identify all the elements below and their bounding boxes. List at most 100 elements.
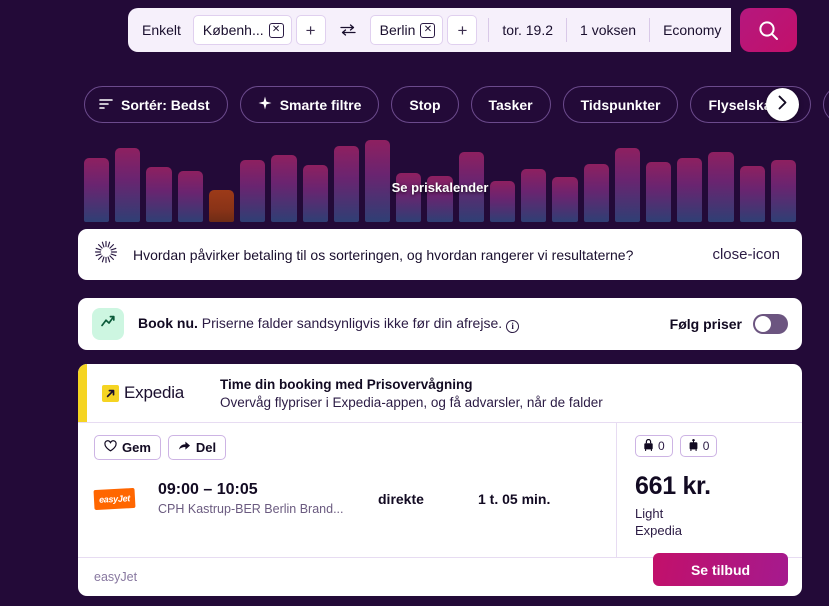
destination-label: Berlin	[379, 22, 416, 38]
calendar-bar[interactable]	[614, 148, 640, 222]
search-bar: Enkelt Københ... ✕ + Berlin ✕ + tor. 19.…	[128, 8, 798, 52]
booking-provider: Expedia	[635, 523, 682, 538]
filter-chip-label: Tasker	[488, 96, 533, 113]
filter-chip-label: Sortér: Bedst	[121, 96, 210, 113]
calendar-bar[interactable]	[302, 165, 328, 222]
calendar-bar[interactable]	[396, 173, 422, 222]
trip-type-selector[interactable]: Enkelt	[142, 22, 181, 38]
divider	[566, 18, 568, 42]
filter-chip-times[interactable]: Tidspunkter	[562, 86, 679, 123]
filter-chip-stops[interactable]: Stop	[391, 86, 459, 123]
expedia-arrow-icon	[102, 384, 119, 402]
follow-prices-toggle[interactable]	[753, 314, 788, 334]
clear-destination-icon[interactable]: ✕	[420, 22, 436, 38]
cabin-bag-icon	[688, 438, 699, 454]
close-icon[interactable]: close-icon	[712, 246, 780, 263]
calendar-bar[interactable]	[240, 160, 266, 222]
easyjet-wordmark: easyJet	[98, 492, 131, 505]
trend-up-icon	[100, 314, 117, 334]
price-advice-text: Book nu. Priserne falder sandsynligvis i…	[138, 315, 670, 333]
calendar-bar[interactable]	[364, 140, 391, 222]
baggage-allowance: 0 0	[635, 435, 786, 457]
sort-lines-icon	[99, 97, 113, 113]
flight-segment-row: easyJet 09:00 – 10:05 CPH Kastrup-BER Be…	[93, 481, 600, 516]
card-actions: Gem Del	[94, 435, 600, 460]
sponsored-ad-header[interactable]: Expedia Time din booking med Prisovervåg…	[78, 364, 802, 422]
save-button[interactable]: Gem	[94, 435, 161, 460]
destination-chip[interactable]: Berlin ✕	[369, 15, 444, 45]
filter-chip-label: Smarte filtre	[279, 96, 362, 113]
calendar-bar[interactable]	[552, 177, 578, 222]
footer-airline-name: easyJet	[94, 569, 138, 584]
flight-price-panel: 0 0 661 kr.	[616, 423, 802, 557]
cabin-class-field[interactable]: Economy	[663, 22, 722, 38]
search-icon	[758, 20, 779, 41]
calendar-bar[interactable]	[427, 176, 453, 222]
search-button[interactable]	[740, 8, 798, 52]
calendar-bar[interactable]	[677, 158, 703, 222]
swap-horizontal-icon[interactable]	[333, 15, 363, 45]
ad-accent-stripe	[78, 364, 87, 422]
follow-prices-label: Følg priser	[669, 316, 742, 332]
flight-duration: 1 t. 05 min.	[478, 490, 551, 507]
filter-chip-row[interactable]: Sortér: Bedst Smarte filtre Stop Tasker …	[84, 86, 829, 123]
filter-chip-airports[interactable]: Lufthavne	[823, 86, 829, 123]
personal-item-count: 0	[658, 439, 665, 453]
share-label: Del	[195, 440, 217, 455]
filter-chip-label: Tidspunkter	[580, 96, 661, 113]
ranking-disclosure-banner: Hvordan påvirker betaling til os sorteri…	[78, 229, 802, 280]
chevron-right-icon	[777, 95, 788, 115]
ad-title: Time din booking med Prisovervågning	[220, 376, 473, 392]
flight-itinerary: Gem Del easyJet	[78, 423, 616, 557]
flight-route: CPH Kastrup-BER Berlin Brand...	[158, 502, 344, 516]
flight-price: 661 kr.	[635, 472, 711, 500]
calendar-bar[interactable]	[521, 169, 547, 222]
flight-times: 09:00 – 10:05	[158, 481, 258, 498]
add-destination-button[interactable]: +	[447, 15, 478, 45]
passengers-field[interactable]: 1 voksen	[580, 22, 637, 38]
save-label: Gem	[122, 440, 151, 455]
banner-text: Hvordan påvirker betaling til os sorteri…	[133, 246, 634, 263]
personal-item-badge[interactable]: 0	[635, 435, 673, 457]
share-button[interactable]: Del	[167, 435, 227, 460]
calendar-bar[interactable]	[146, 167, 172, 222]
price-advice-banner: Book nu. Priserne falder sandsynligvis i…	[78, 298, 802, 350]
cabin-bag-badge[interactable]: 0	[679, 435, 718, 457]
calendar-bar[interactable]	[489, 181, 516, 222]
expedia-logo: Expedia	[102, 383, 220, 403]
expedia-wordmark: Expedia	[124, 383, 185, 402]
calendar-bar[interactable]	[84, 158, 110, 222]
sparkle-icon	[258, 96, 272, 113]
filters-next-button[interactable]	[766, 88, 799, 121]
flight-stops: direkte	[378, 490, 424, 507]
view-deal-button[interactable]: Se tilbud	[653, 553, 788, 586]
date-field[interactable]: tor. 19.2	[502, 22, 554, 38]
filter-chip-bags[interactable]: Tasker	[470, 86, 551, 123]
calendar-bar[interactable]	[177, 171, 203, 222]
share-arrow-icon	[178, 440, 191, 455]
calendar-bar[interactable]	[333, 146, 359, 222]
price-advice-detail: Priserne falder sandsynligvis ikke før d…	[201, 315, 503, 331]
calendar-bar[interactable]	[115, 148, 141, 222]
search-form: Enkelt Københ... ✕ + Berlin ✕ + tor. 19.…	[128, 8, 732, 52]
calendar-bar[interactable]	[458, 152, 484, 222]
add-origin-button[interactable]: +	[295, 15, 326, 45]
clear-origin-icon[interactable]: ✕	[268, 22, 284, 38]
price-calendar-chart[interactable]	[84, 140, 797, 222]
filter-chip-label: Stop	[409, 96, 441, 113]
calendar-bar-selected[interactable]	[208, 190, 235, 222]
toggle-knob	[755, 316, 771, 332]
calendar-bar[interactable]	[583, 164, 609, 222]
filter-chip-sort[interactable]: Sortér: Bedst	[84, 86, 228, 123]
calendar-bar[interactable]	[645, 162, 672, 222]
calendar-bar[interactable]	[739, 166, 765, 222]
calendar-bar[interactable]	[770, 160, 797, 222]
calendar-bar[interactable]	[271, 155, 297, 222]
filter-chip-smart-filters[interactable]: Smarte filtre	[239, 86, 380, 123]
calendar-bar[interactable]	[708, 152, 734, 222]
heart-icon	[104, 440, 117, 455]
info-icon[interactable]: i	[506, 320, 520, 333]
origin-chip[interactable]: Københ... ✕	[192, 15, 292, 45]
cabin-bag-count: 0	[702, 439, 710, 453]
